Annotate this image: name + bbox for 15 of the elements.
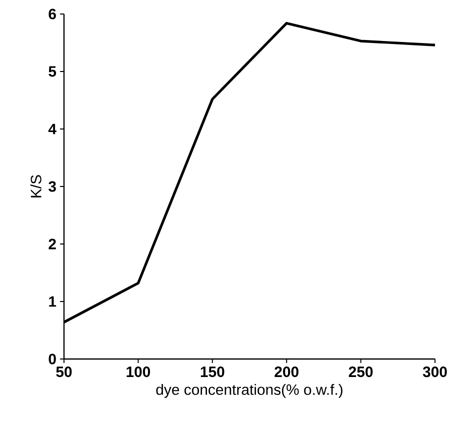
x-tick-label: 250: [348, 366, 373, 378]
y-tick-label: 0: [48, 354, 56, 364]
x-tick-label: 300: [422, 366, 447, 378]
y-tick-label: 3: [48, 181, 56, 192]
x-tick-label: 50: [56, 366, 72, 378]
x-tick-label: 200: [274, 366, 298, 378]
y-tick-label: 4: [48, 124, 56, 134]
y-tick-label: 2: [48, 238, 56, 250]
x-tick-label: 100: [126, 366, 150, 378]
y-tick-label: 5: [48, 66, 56, 77]
x-axis-title: dye concentrations(% o.w.f.): [156, 384, 342, 398]
y-tick-label: 1: [49, 296, 56, 307]
x-tick-label: 150: [200, 366, 224, 378]
y-tick-label: 6: [48, 8, 56, 20]
y-axis-title: K/S: [30, 175, 42, 198]
